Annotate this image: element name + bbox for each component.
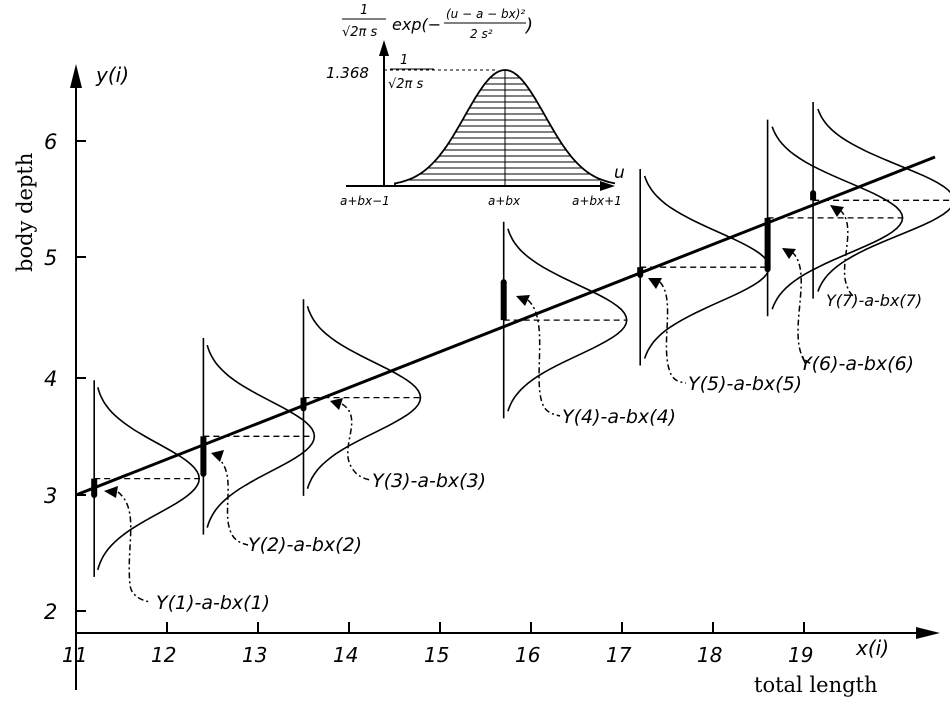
- residual-bar: [91, 478, 98, 495]
- inset-center-tick: a+bx: [488, 194, 521, 208]
- y-axis-symbol: y(i): [95, 63, 129, 87]
- residual-label: Y(7)-a-bx(7): [826, 291, 922, 310]
- y-tick-label: 3: [44, 484, 57, 508]
- residual-label: Y(1)-a-bx(1): [156, 592, 270, 614]
- observation-point: [764, 266, 771, 273]
- x-tick-label: 12: [151, 643, 176, 667]
- residual-label: Y(3)-a-bx(3): [372, 470, 486, 492]
- x-tick-label: 13: [242, 643, 267, 667]
- residual-annotations: Y(1)-a-bx(1) Y(2)-a-bx(2) Y(3)-a-bx(3) Y…: [104, 205, 922, 614]
- residual-annotation-7: Y(7)-a-bx(7): [826, 205, 922, 310]
- formula-prefix: 1: [360, 3, 368, 18]
- observation-point: [637, 272, 644, 278]
- observation-point: [200, 470, 207, 477]
- observation-point: [300, 405, 307, 412]
- inset-peak-frac-den: √2π s: [388, 77, 424, 92]
- y-tick-label: 6: [44, 130, 57, 154]
- y-tick-label: 2: [44, 600, 57, 624]
- formula-denominator: √2π s: [342, 25, 378, 40]
- residual-bar: [637, 267, 644, 275]
- y-tick-label: 5: [44, 246, 57, 270]
- x-tick-label: 11: [62, 643, 87, 667]
- residual-label: Y(4)-a-bx(4): [562, 406, 676, 428]
- residual-annotation-6: Y(6)-a-bx(6): [782, 248, 914, 375]
- x-tick-label: 19: [788, 643, 813, 667]
- formula-denominator-2: 2 s²: [470, 27, 493, 41]
- gaussian-curve: [817, 108, 950, 292]
- residual-label: Y(5)-a-bx(5): [688, 373, 802, 395]
- residual-bar: [764, 217, 771, 270]
- y-tick-label: 4: [44, 367, 57, 391]
- observation-point: [91, 492, 98, 498]
- residual-annotation-1: Y(1)-a-bx(1): [104, 486, 270, 614]
- x-tick-label: 18: [697, 643, 722, 667]
- inset-right-tick: a+bx+1: [572, 194, 622, 208]
- x-axis-symbol: x(i): [855, 636, 889, 660]
- residual-bar: [300, 397, 307, 409]
- observation-point: [500, 279, 507, 286]
- residual-annotation-2: Y(2)-a-bx(2): [211, 450, 362, 556]
- x-tick-label: 17: [606, 643, 632, 667]
- formula-exp: exp(−: [392, 15, 441, 34]
- regression-line: [75, 155, 936, 497]
- x-axis-title: total length: [754, 673, 878, 697]
- gaussian-curves: [91, 102, 950, 577]
- residual-annotation-4: Y(4)-a-bx(4): [516, 295, 676, 428]
- formula-close: ): [524, 15, 533, 36]
- y-axis: [70, 64, 82, 690]
- gaussian-curve: [306, 306, 422, 490]
- inset-peak-frac-num: 1: [400, 53, 408, 68]
- inset-bell-curve: [394, 69, 616, 186]
- observation-point: [810, 190, 817, 197]
- formula-numerator: (u − a − bx)²: [446, 7, 525, 21]
- x-ticks: 11 12 13 14 15 16 17 18 19: [62, 622, 813, 667]
- inset-peak-value: 1.368: [326, 64, 369, 82]
- inset-left-tick: a+bx−1: [340, 194, 390, 208]
- residual-bar: [810, 193, 817, 201]
- residual-annotation-3: Y(3)-a-bx(3): [330, 398, 486, 492]
- residual-bar: [200, 436, 207, 474]
- residual-bar: [500, 282, 507, 321]
- y-ticks: 2 3 4 5 6: [44, 130, 86, 624]
- inset-density-plot: 1 √2π s exp(− (u − a − bx)² 2 s² ) 1.368…: [326, 3, 625, 208]
- x-tick-label: 15: [424, 643, 449, 667]
- inset-u-label: u: [614, 163, 625, 183]
- x-axis: [76, 627, 940, 639]
- y-axis-title: body depth: [13, 153, 37, 272]
- residual-annotation-5: Y(5)-a-bx(5): [648, 278, 802, 395]
- x-tick-label: 14: [333, 643, 358, 667]
- residual-label: Y(6)-a-bx(6): [800, 353, 914, 375]
- x-tick-label: 16: [515, 643, 540, 667]
- residual-label: Y(2)-a-bx(2): [248, 534, 362, 556]
- inset-formula: 1 √2π s exp(− (u − a − bx)² 2 s² ): [342, 3, 533, 41]
